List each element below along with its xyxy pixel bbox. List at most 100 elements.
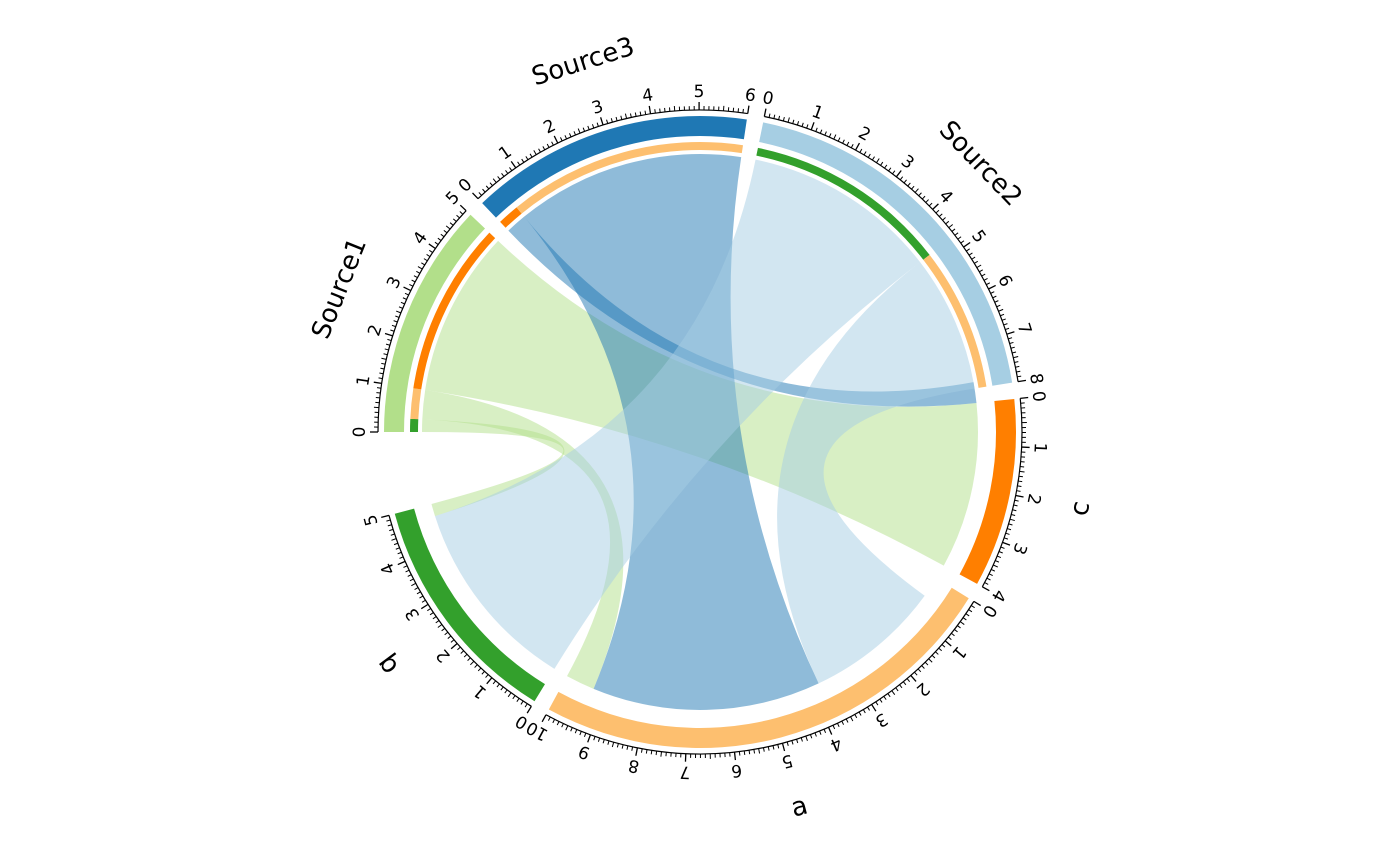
tick-minor <box>895 687 899 692</box>
tick-label-source1: 1 <box>353 374 374 388</box>
tick-major <box>1020 396 1029 399</box>
tick-minor <box>796 739 799 744</box>
tick-minor <box>948 224 954 229</box>
tick-minor <box>459 211 464 215</box>
tick-minor <box>777 744 780 749</box>
tick-major <box>895 170 902 178</box>
tick-minor <box>423 258 428 262</box>
tick-minor <box>951 632 955 637</box>
tick-minor <box>880 161 884 166</box>
tick-minor <box>998 308 1004 312</box>
ticks-layer <box>370 101 1030 762</box>
tick-major <box>648 105 652 114</box>
tick-minor <box>640 748 643 753</box>
tick-minor <box>819 129 823 134</box>
tick-minor <box>1008 523 1013 526</box>
tick-minor <box>1003 537 1009 540</box>
tick-minor <box>634 112 637 117</box>
tick-minor <box>655 751 658 756</box>
tick-minor <box>616 743 619 748</box>
tick-minor <box>902 681 907 686</box>
tick-label-source3: 3 <box>589 97 605 119</box>
tick-minor <box>481 670 485 675</box>
tick-minor <box>921 665 925 669</box>
tick-minor <box>1011 513 1016 516</box>
tick-minor <box>959 621 965 625</box>
tick-minor <box>520 700 524 705</box>
tick-label-source1: 4 <box>409 228 432 248</box>
tick-label-source1: 0 <box>350 427 370 438</box>
axis-a <box>545 601 975 755</box>
tick-minor <box>796 121 800 126</box>
tick-minor <box>395 315 400 318</box>
tick-major <box>381 514 390 519</box>
tick-minor <box>497 176 501 180</box>
tick-minor <box>968 252 973 256</box>
tick-minor <box>762 747 765 752</box>
tick-major <box>810 122 815 131</box>
tick-minor <box>801 122 804 127</box>
tick-minor <box>778 115 781 120</box>
tick-minor <box>460 650 465 654</box>
tick-minor <box>945 220 950 225</box>
tick-minor <box>974 260 978 264</box>
tick-minor <box>393 320 398 323</box>
tick-minor <box>850 143 854 148</box>
sector-label-c: c <box>1064 499 1096 519</box>
tick-major <box>1015 494 1024 498</box>
tick-minor <box>546 143 550 148</box>
tick-minor <box>875 701 879 706</box>
tick-minor <box>805 735 808 742</box>
tick-minor <box>561 723 564 728</box>
tick-minor <box>925 199 929 203</box>
tick-minor <box>404 292 409 296</box>
tick-label-source3: 2 <box>541 116 560 139</box>
tick-minor <box>931 654 936 659</box>
tick-minor <box>976 264 982 268</box>
tick-minor <box>474 664 478 668</box>
tick-minor <box>995 560 1000 563</box>
tick-minor <box>1010 346 1015 349</box>
tick-minor <box>842 139 845 144</box>
tick-minor <box>917 668 922 673</box>
tick-major <box>973 600 981 607</box>
tick-label-source3: 5 <box>694 82 705 102</box>
tick-minor <box>639 111 642 116</box>
tick-minor <box>791 740 794 745</box>
tick-minor <box>398 306 403 309</box>
link-track-source2-b <box>756 147 930 260</box>
tick-minor <box>496 683 500 688</box>
tick-minor <box>962 617 967 621</box>
tick-minor <box>654 109 656 114</box>
tick-minor <box>832 725 836 730</box>
tick-minor <box>928 658 933 663</box>
tick-minor <box>823 728 827 734</box>
sector-c <box>959 398 1016 584</box>
sector-source3 <box>482 116 747 218</box>
tick-minor <box>858 711 862 716</box>
tick-minor <box>411 582 416 587</box>
tick-minor <box>879 698 883 703</box>
tick-minor <box>1016 370 1021 373</box>
tick-minor <box>742 108 744 113</box>
tick-major <box>855 142 861 151</box>
tick-minor <box>444 631 449 636</box>
tick-minor <box>966 248 970 252</box>
tick-minor <box>380 367 385 370</box>
tick-label-a: 4 <box>827 732 845 755</box>
link-source2-b <box>435 159 921 669</box>
tick-minor <box>573 131 577 136</box>
tick-label-source2: 1 <box>809 102 826 125</box>
tick-minor <box>386 519 391 522</box>
tick-minor <box>1013 356 1019 359</box>
tick-label-source1: 3 <box>383 273 406 292</box>
tick-minor <box>467 657 471 661</box>
tick-minor <box>809 734 813 739</box>
tick-minor <box>862 709 866 714</box>
tick-minor <box>914 188 919 193</box>
tick-minor <box>1016 490 1021 492</box>
link-source1-a <box>422 390 624 689</box>
tick-label-a: 6 <box>730 760 743 781</box>
tick-minor <box>450 639 455 643</box>
tick-minor <box>1012 351 1017 354</box>
